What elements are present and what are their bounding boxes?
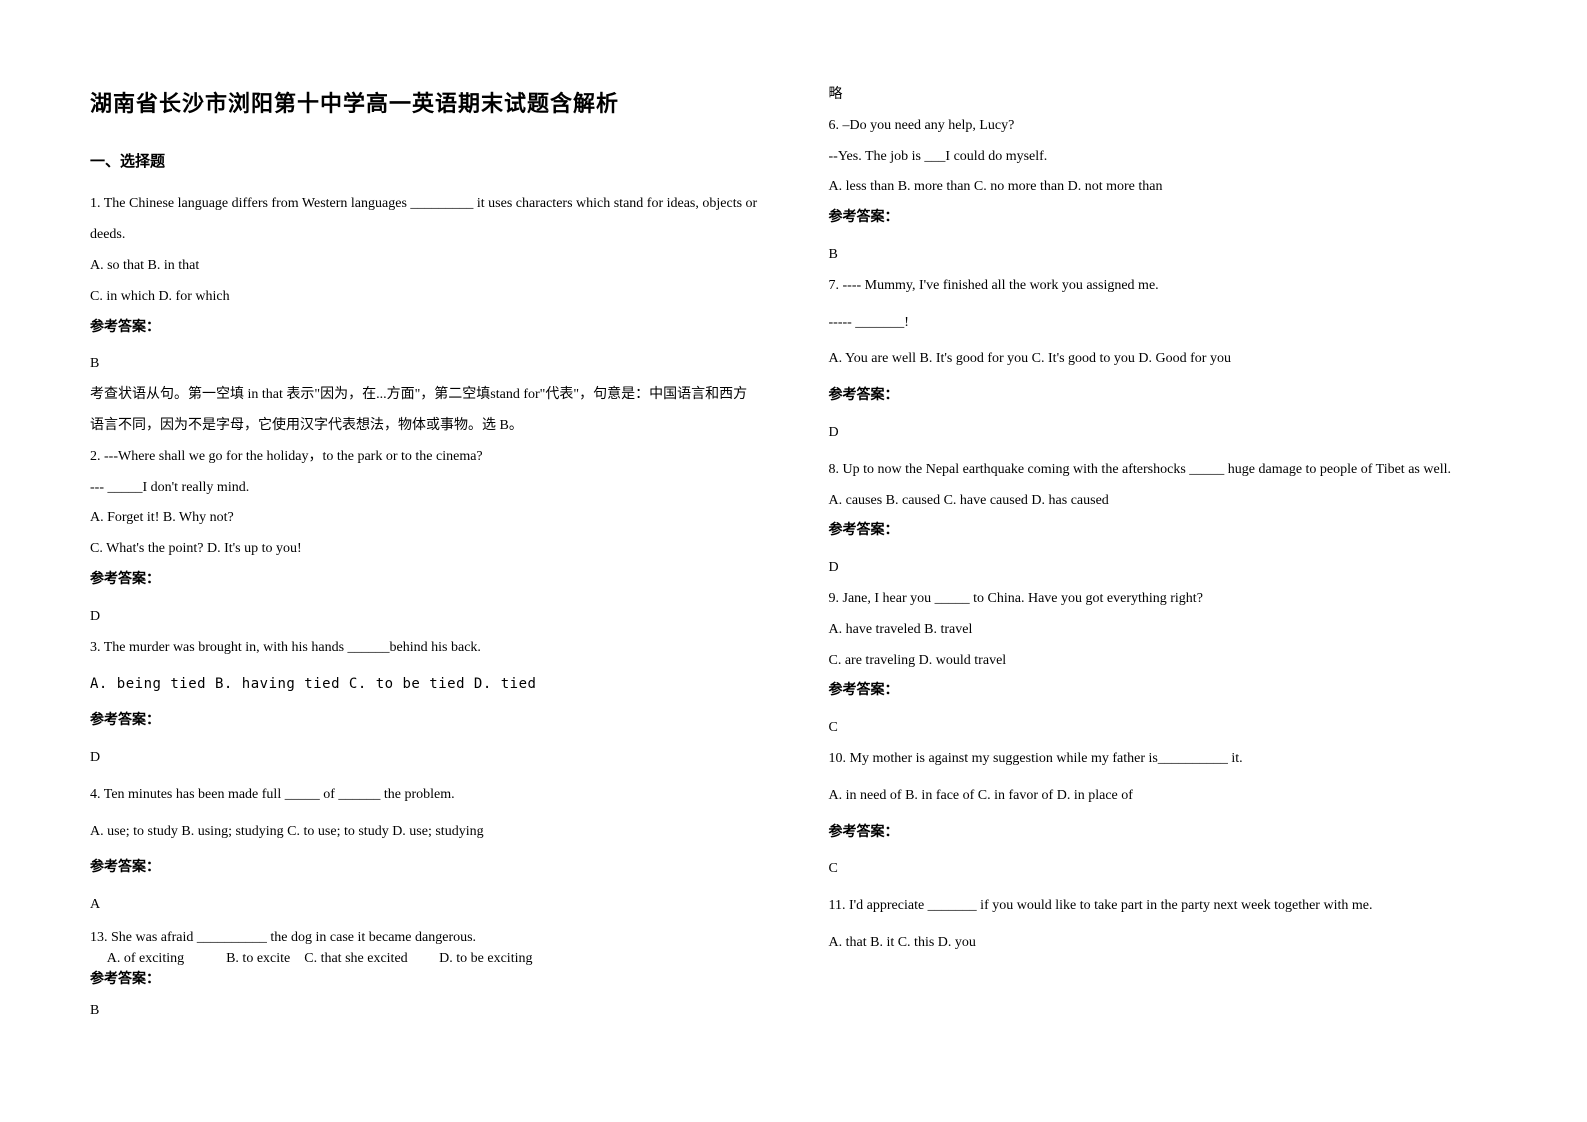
q10-opts: A. in need of B. in face of C. in favor … xyxy=(829,781,1498,812)
q10-stem: 10. My mother is against my suggestion w… xyxy=(829,744,1498,775)
q13-answer-label: 参考答案： xyxy=(90,969,759,990)
q13-answer: B xyxy=(90,996,759,1027)
right-column: 略 6. –Do you need any help, Lucy? --Yes.… xyxy=(829,80,1498,1042)
q8-answer: D xyxy=(829,553,1498,584)
q8-stem: 8. Up to now the Nepal earthquake coming… xyxy=(829,455,1498,486)
q6-stem: 6. –Do you need any help, Lucy? xyxy=(829,111,1498,142)
q1-stem: 1. The Chinese language differs from Wes… xyxy=(90,189,759,251)
q9-opts-a: A. have traveled B. travel xyxy=(829,615,1498,646)
q4-answer-label: 参考答案： xyxy=(90,853,759,884)
section-heading: 一、选择题 xyxy=(90,146,759,179)
q2-stem2: --- _____I don't really mind. xyxy=(90,473,759,504)
q7-stem: 7. ---- Mummy, I've finished all the wor… xyxy=(829,271,1498,302)
q8-opts: A. causes B. caused C. have caused D. ha… xyxy=(829,486,1498,517)
q6-stem2: --Yes. The job is ___I could do myself. xyxy=(829,142,1498,173)
q4-stem: 4. Ten minutes has been made full _____ … xyxy=(90,780,759,811)
q2-answer: D xyxy=(90,602,759,633)
left-column: 湖南省长沙市浏阳第十中学高一英语期末试题含解析 一、选择题 1. The Chi… xyxy=(90,80,759,1042)
q9-answer: C xyxy=(829,713,1498,744)
q4-opts: A. use; to study B. using; studying C. t… xyxy=(90,817,759,848)
q1-opts-b: C. in which D. for which xyxy=(90,282,759,313)
q9-opts-b: C. are traveling D. would travel xyxy=(829,646,1498,677)
q9-answer-label: 参考答案： xyxy=(829,676,1498,707)
q2-stem: 2. ---Where shall we go for the holiday，… xyxy=(90,442,759,473)
q11-opts: A. that B. it C. this D. you xyxy=(829,928,1498,959)
q2-opts-a: A. Forget it! B. Why not? xyxy=(90,503,759,534)
q10-answer-label: 参考答案： xyxy=(829,818,1498,849)
q7-opts: A. You are well B. It's good for you C. … xyxy=(829,344,1498,375)
q2-answer-label: 参考答案： xyxy=(90,565,759,596)
q13-block: 13. She was afraid __________ the dog in… xyxy=(90,927,759,990)
q4-answer: A xyxy=(90,890,759,921)
q3-opts: A. being tied B. having tied C. to be ti… xyxy=(90,669,759,700)
q7-answer: D xyxy=(829,418,1498,449)
exam-title: 湖南省长沙市浏阳第十中学高一英语期末试题含解析 xyxy=(90,80,759,128)
q1-answer: B xyxy=(90,349,759,380)
q9-stem: 9. Jane, I hear you _____ to China. Have… xyxy=(829,584,1498,615)
page-container: 湖南省长沙市浏阳第十中学高一英语期末试题含解析 一、选择题 1. The Chi… xyxy=(90,80,1497,1042)
q3-answer-label: 参考答案： xyxy=(90,706,759,737)
q10-answer: C xyxy=(829,854,1498,885)
q3-answer: D xyxy=(90,743,759,774)
q11-stem: 11. I'd appreciate _______ if you would … xyxy=(829,891,1498,922)
q6-answer: B xyxy=(829,240,1498,271)
q1-explanation: 考查状语从句。第一空填 in that 表示"因为，在...方面"，第二空填st… xyxy=(90,380,759,442)
q7-stem2: ----- _______! xyxy=(829,308,1498,339)
lue-text: 略 xyxy=(829,80,1498,111)
q7-answer-label: 参考答案： xyxy=(829,381,1498,412)
q2-opts-b: C. What's the point? D. It's up to you! xyxy=(90,534,759,565)
q1-opts-a: A. so that B. in that xyxy=(90,251,759,282)
q3-stem: 3. The murder was brought in, with his h… xyxy=(90,633,759,664)
q6-opts: A. less than B. more than C. no more tha… xyxy=(829,172,1498,203)
q8-answer-label: 参考答案： xyxy=(829,516,1498,547)
q1-answer-label: 参考答案： xyxy=(90,313,759,344)
q13-stem: 13. She was afraid __________ the dog in… xyxy=(90,927,759,948)
q6-answer-label: 参考答案： xyxy=(829,203,1498,234)
q13-opts: A. of exciting B. to excite C. that she … xyxy=(90,948,759,969)
